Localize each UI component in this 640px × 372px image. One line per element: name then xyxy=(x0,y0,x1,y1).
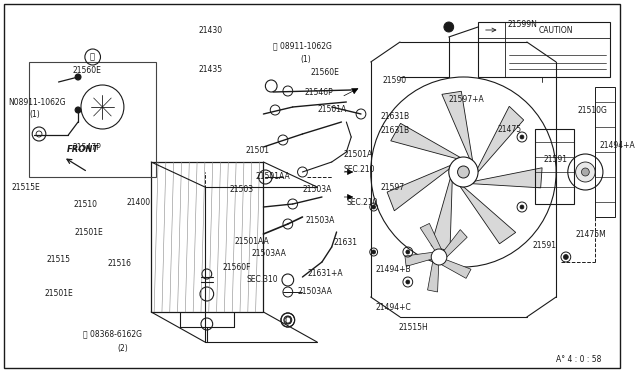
Text: 21501: 21501 xyxy=(246,145,270,154)
Circle shape xyxy=(284,316,292,324)
Text: 21560F: 21560F xyxy=(223,263,251,273)
Circle shape xyxy=(458,166,469,178)
Circle shape xyxy=(406,250,410,254)
Text: 21515E: 21515E xyxy=(12,183,40,192)
Text: 21515: 21515 xyxy=(47,256,71,264)
Text: FRONT: FRONT xyxy=(67,144,99,154)
Text: SEC.210: SEC.210 xyxy=(344,164,375,173)
Text: 21501AA: 21501AA xyxy=(255,171,291,180)
Text: 21631: 21631 xyxy=(333,237,358,247)
Circle shape xyxy=(520,135,524,139)
Text: 21503AA: 21503AA xyxy=(252,248,287,257)
Circle shape xyxy=(75,107,81,113)
Polygon shape xyxy=(442,91,472,160)
Polygon shape xyxy=(439,257,471,278)
Text: 21515H: 21515H xyxy=(398,324,428,333)
Text: 21591: 21591 xyxy=(532,241,557,250)
Text: 21560E: 21560E xyxy=(310,67,339,77)
Polygon shape xyxy=(472,168,542,188)
Text: 21475: 21475 xyxy=(497,125,522,134)
Text: 21597+A: 21597+A xyxy=(449,94,484,103)
Text: 21501AA: 21501AA xyxy=(234,237,269,246)
Polygon shape xyxy=(428,257,439,292)
Text: 21599N: 21599N xyxy=(508,19,537,29)
Polygon shape xyxy=(387,166,450,211)
Text: Ⓝ 08911-1062G: Ⓝ 08911-1062G xyxy=(273,42,332,51)
Circle shape xyxy=(444,22,454,32)
Text: 21494+C: 21494+C xyxy=(376,304,412,312)
Text: 21501A: 21501A xyxy=(317,105,346,113)
Circle shape xyxy=(563,254,568,260)
Text: A° 4 : 0 : 58: A° 4 : 0 : 58 xyxy=(556,356,602,365)
Bar xyxy=(151,162,264,312)
Circle shape xyxy=(372,205,376,209)
Text: 21501E: 21501E xyxy=(74,228,103,237)
Circle shape xyxy=(431,249,447,265)
Polygon shape xyxy=(405,252,439,266)
Circle shape xyxy=(582,168,589,176)
Text: (2): (2) xyxy=(117,343,128,353)
Text: Ⓢ 08368-6162G: Ⓢ 08368-6162G xyxy=(83,330,142,339)
Text: SEC.210: SEC.210 xyxy=(346,198,378,206)
Circle shape xyxy=(406,280,410,284)
Bar xyxy=(595,87,614,217)
Polygon shape xyxy=(391,124,460,158)
Text: 21503: 21503 xyxy=(229,185,253,193)
Text: 21631B: 21631B xyxy=(381,112,410,121)
Bar xyxy=(478,22,610,77)
Circle shape xyxy=(449,157,478,187)
Text: 21430: 21430 xyxy=(198,26,222,35)
Text: Ⓢ: Ⓢ xyxy=(90,52,95,61)
Text: 21597: 21597 xyxy=(381,183,404,192)
Text: (1): (1) xyxy=(29,109,40,119)
Text: 21560E: 21560E xyxy=(72,65,101,74)
Text: 21510G: 21510G xyxy=(577,106,607,115)
Text: 21591: 21591 xyxy=(543,154,568,164)
Text: 21501A: 21501A xyxy=(344,150,372,158)
Text: 21400: 21400 xyxy=(127,198,151,206)
Text: 21435: 21435 xyxy=(198,64,222,74)
Text: 21494+A: 21494+A xyxy=(599,141,635,150)
Polygon shape xyxy=(420,224,442,257)
Text: CAUTION: CAUTION xyxy=(539,26,573,35)
Text: (1): (1) xyxy=(301,55,311,64)
Text: 21475M: 21475M xyxy=(575,230,606,238)
Text: 21631B: 21631B xyxy=(381,125,410,135)
Text: 21503A: 21503A xyxy=(305,215,335,224)
Text: 21510: 21510 xyxy=(73,199,97,208)
Circle shape xyxy=(520,205,524,209)
Text: SEC.310: SEC.310 xyxy=(247,275,278,283)
Polygon shape xyxy=(460,187,516,244)
Bar xyxy=(534,129,573,204)
Polygon shape xyxy=(477,106,524,172)
Text: 21501E: 21501E xyxy=(45,289,74,298)
Polygon shape xyxy=(439,230,467,257)
Text: Ⓝ: Ⓝ xyxy=(286,315,291,324)
Text: 21547P: 21547P xyxy=(72,142,101,151)
Bar xyxy=(29,62,156,177)
Polygon shape xyxy=(431,179,452,251)
Circle shape xyxy=(75,74,81,80)
Text: 21590: 21590 xyxy=(383,76,406,84)
Text: 21503A: 21503A xyxy=(303,185,332,193)
Text: 21503AA: 21503AA xyxy=(298,286,332,295)
Text: 21631+A: 21631+A xyxy=(307,269,343,279)
Text: N08911-1062G: N08911-1062G xyxy=(8,97,65,106)
Circle shape xyxy=(575,162,595,182)
Text: 21546P: 21546P xyxy=(305,87,333,96)
Text: 21516: 21516 xyxy=(108,260,131,269)
Text: 21494+B: 21494+B xyxy=(376,266,412,275)
Circle shape xyxy=(372,250,376,254)
